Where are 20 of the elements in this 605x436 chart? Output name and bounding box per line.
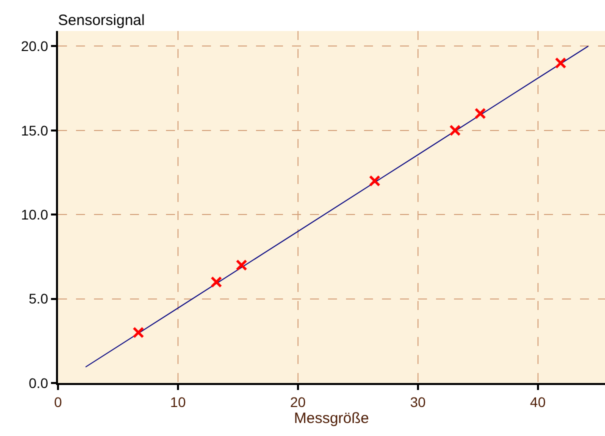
- y-tick-label: 0.0: [28, 374, 48, 391]
- point: [474, 108, 486, 120]
- x-tick-label: 30: [410, 394, 426, 410]
- point: [368, 175, 380, 187]
- x-tick-label: 20: [290, 394, 306, 410]
- y-axis-title: Sensorsignal: [58, 12, 145, 29]
- x-tick-label: 10: [170, 394, 186, 410]
- y-tick-label: 15.0: [20, 122, 48, 138]
- line-series: [85, 46, 589, 368]
- point: [449, 124, 461, 136]
- point: [210, 276, 222, 288]
- point: [236, 259, 248, 271]
- y-tick-label: 5.0: [28, 290, 48, 307]
- y-tick-label: 10.0: [20, 206, 48, 222]
- x-tick-label: 0: [54, 394, 62, 410]
- point: [132, 326, 144, 338]
- x-axis-title: Messgröße: [294, 410, 370, 427]
- y-tick-label: 20.0: [20, 38, 48, 54]
- point: [554, 57, 566, 69]
- x-tick-label: 40: [530, 394, 546, 410]
